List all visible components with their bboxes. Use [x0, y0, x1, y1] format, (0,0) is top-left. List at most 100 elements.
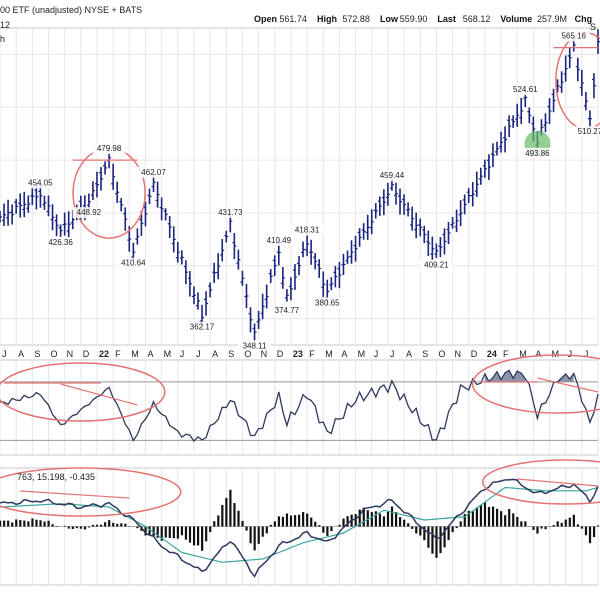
macd-hist-bar [524, 521, 526, 526]
x-tick-label: A [147, 349, 153, 359]
macd-hist-bar [355, 514, 357, 526]
macd-hist-bar [205, 527, 207, 542]
data-label: 426.36 [48, 238, 73, 247]
x-tick-label: M [131, 349, 139, 359]
data-label: 462.07 [141, 168, 166, 177]
macd-hist-bar [460, 521, 462, 526]
price-bar [220, 239, 224, 261]
price-bar [447, 222, 451, 244]
price-bar [285, 289, 289, 302]
macd-hist-bar [448, 527, 450, 541]
panel-frame-1 [0, 28, 598, 345]
macd-line [0, 479, 598, 576]
macd-hist-bar [68, 527, 70, 529]
x-tick-label: 24 [487, 349, 497, 359]
price-bar [119, 198, 123, 211]
data-label: 418.31 [295, 226, 320, 235]
macd-hist-bar [322, 527, 324, 533]
x-tick-label: F [503, 349, 509, 359]
x-tick-label: N [455, 349, 462, 359]
price-bar [366, 215, 370, 240]
left-fragment-1: 12 [0, 20, 10, 30]
x-tick-label: M [358, 349, 366, 359]
x-tick-label: O [438, 349, 445, 359]
data-label: 409.21 [424, 261, 449, 270]
macd-hist-bar [544, 527, 546, 530]
macd-hist-bar [3, 521, 5, 527]
price-bar [507, 115, 511, 137]
macd-hist-bar [274, 521, 276, 526]
x-tick-label: J [180, 349, 185, 359]
x-tick-label: 23 [293, 349, 303, 359]
macd-hist-bar [561, 523, 563, 527]
macd-hist-bar [72, 527, 74, 529]
macd-hist-bar [96, 525, 98, 527]
x-tick-label: S [34, 349, 40, 359]
macd-hist-bar [536, 527, 538, 534]
price-bar [244, 284, 248, 308]
price-bar [18, 193, 22, 217]
macd-hist-bar [456, 527, 458, 529]
macd-hist-bar [399, 517, 401, 526]
ohlc-label-open: Open [254, 14, 277, 24]
price-bar [560, 71, 564, 92]
macd-hist-bar [229, 490, 231, 527]
macd-hist-bar [403, 520, 405, 527]
x-tick-label: O [244, 349, 251, 359]
x-tick-label: O [50, 349, 57, 359]
macd-hist-bar [492, 507, 494, 527]
price-bar [91, 181, 95, 200]
macd-hist-bar [185, 527, 187, 540]
price-bars [0, 29, 600, 340]
price-bar [204, 291, 208, 315]
macd-hist-bar [225, 498, 227, 527]
price-bar [519, 98, 523, 124]
price-bar [345, 251, 349, 264]
macd-hist-bar [254, 527, 256, 551]
x-tick-label: A [406, 349, 412, 359]
price-bar [350, 240, 354, 264]
price-bar [341, 254, 345, 275]
macd-hist-bar [278, 516, 280, 526]
macd-hist-bar [395, 512, 397, 526]
macd-hist-bar [318, 525, 320, 526]
price-bar [309, 240, 313, 265]
macd-hist-bar [476, 508, 478, 527]
macd-hist-bar [165, 527, 167, 538]
macd-hist-bar [326, 527, 328, 536]
macd-hist-bar [488, 507, 490, 527]
x-tick-label: A [18, 349, 24, 359]
price-bar [249, 307, 253, 332]
macd-hist-bar [241, 521, 243, 527]
macd-hist-bar [290, 516, 292, 527]
rsi-trendline-down-2022 [61, 384, 138, 405]
price-bar [386, 183, 390, 206]
macd-hist-bar [124, 524, 126, 527]
price-bar [495, 142, 499, 156]
macd-trendline-2024 [517, 479, 598, 486]
ohlc-label-volume: Volume [500, 14, 532, 24]
macd-hist-bar [258, 527, 260, 544]
price-bar [176, 242, 180, 263]
price-bar [148, 189, 152, 205]
macd-hist-bar [173, 527, 175, 539]
macd-hist-bar [472, 511, 474, 526]
ohlc-value-high: 572.88 [342, 14, 370, 24]
macd-hist-bar [76, 527, 78, 529]
macd-hist-bar [581, 527, 583, 529]
macd-hist-bar [35, 520, 37, 527]
x-tick-label: A [535, 349, 541, 359]
price-bar [95, 172, 99, 198]
data-label: 524.61 [513, 85, 538, 94]
macd-hist-bar [500, 511, 502, 526]
macd-hist-bar [92, 525, 94, 527]
x-tick-label: J [390, 349, 395, 359]
macd-hist-bar [193, 527, 195, 546]
x-tick-label: D [277, 349, 284, 359]
price-bar [164, 208, 168, 220]
price-bar [442, 228, 446, 254]
macd-legend: 763, 15.198, -0.435 [17, 472, 95, 482]
x-tick-label: M [164, 349, 172, 359]
data-label: 510.27 [578, 127, 600, 136]
